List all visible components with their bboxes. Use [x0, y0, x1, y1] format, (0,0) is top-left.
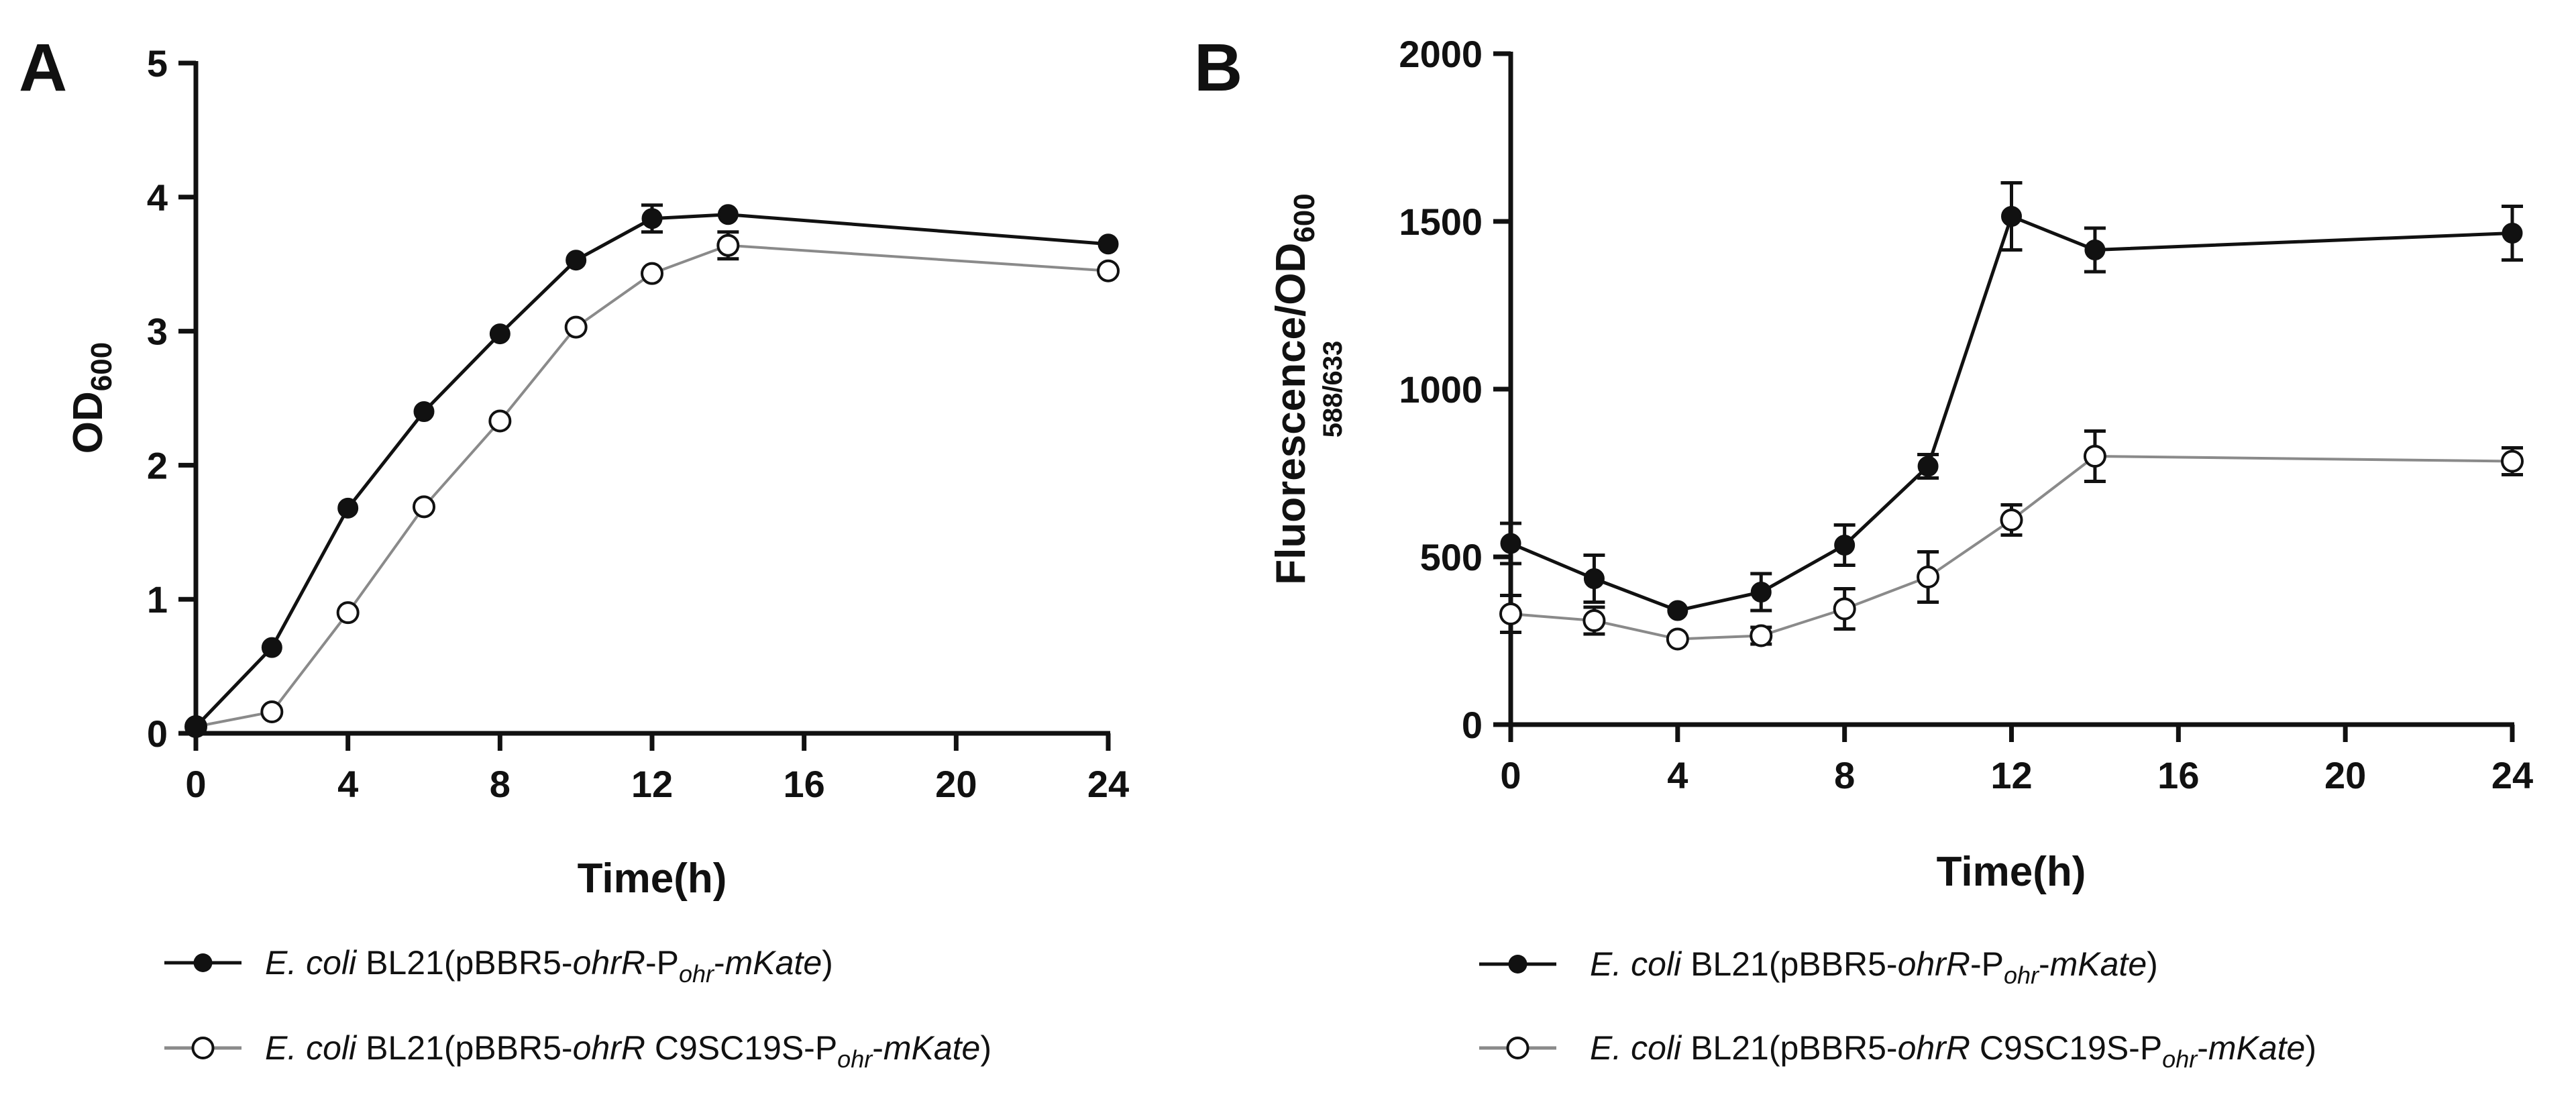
chart-b-series-2-point [1499, 602, 1522, 625]
chart-a-y-axis-title: OD600 [65, 342, 118, 454]
chart-b-x-tick-label: 0 [1500, 754, 1521, 796]
chart-b-x-tick-label: 24 [2491, 754, 2533, 796]
chart-a-x-tick-label: 0 [185, 763, 206, 805]
chart-b-series-1-point [2001, 206, 2022, 227]
chart-b-series-2-point [1666, 627, 1689, 651]
chart-b-legend-label-2: E. coli BL21(pBBR5-ohrR C9SC19S-Pohr-mKa… [1590, 1029, 2316, 1073]
chart-b-y-axis-title: Fluorescence/OD600 [1268, 193, 1321, 584]
chart-b-series-1-point [1667, 600, 1688, 621]
chart-b-x-tick-label: 12 [1990, 754, 2032, 796]
chart-a-series-2-line [195, 244, 1109, 728]
chart-a-series-1-point [566, 250, 587, 271]
chart-a-x-tick-label: 24 [1087, 763, 1129, 805]
chart-a-x-tick-label: 16 [784, 763, 825, 805]
chart-b-series-1-point [2502, 223, 2523, 244]
chart-a-series-1-point [717, 204, 739, 225]
chart-a-legend-label-2: E. coli BL21(pBBR5-ohrR C9SC19S-Pohr-mKa… [265, 1029, 991, 1073]
chart-b-y-tick-label: 1500 [1399, 201, 1483, 243]
chart-a-series-1-point [185, 716, 207, 737]
chart-a-legend-marker-1 [193, 953, 213, 972]
chart-b-x-tick-label: 4 [1667, 754, 1688, 796]
chart-a-y-tick-label: 5 [147, 42, 168, 85]
chart-a-y-tick-label: 2 [147, 444, 168, 486]
chart-b-series-1-point [1583, 568, 1605, 589]
chart-b-series-1-point [1750, 582, 1772, 602]
chart-b-legend-marker-1 [1508, 955, 1527, 974]
chart-b-series-2-point [1917, 566, 1940, 588]
chart-a-series-1-point [261, 637, 282, 658]
chart-b-series-1-point [1834, 535, 1856, 556]
chart-a-series-2-point [488, 409, 512, 433]
chart-a-x-tick-label: 12 [631, 763, 673, 805]
chart-b-y-tick-label: 500 [1420, 536, 1483, 578]
chart-b-group: 0 4 8 12 16 20 24 0 500 1000 1500 2000 Time(h) Fluore… [1268, 33, 2533, 1073]
chart-a-series-2-point [260, 700, 284, 724]
chart-a-y-tick-label: 1 [147, 578, 168, 621]
chart-a-series-2-point [1097, 259, 1120, 282]
chart-b-x-tick-label: 8 [1834, 754, 1855, 796]
chart-a-series-1-point [413, 401, 435, 422]
chart-a-y-tick-label: 4 [147, 176, 168, 219]
chart-b-y-axis-subtitle: 588/633 [1318, 341, 1348, 438]
chart-a-series-2-point [336, 601, 360, 625]
chart-b-y-tick-label: 1000 [1399, 368, 1483, 411]
chart-a-y-tick-label: 3 [147, 311, 168, 353]
chart-a-legend-marker-2 [191, 1037, 215, 1059]
chart-a-y-tick-label: 0 [147, 713, 168, 755]
chart-a-x-tick-label: 20 [935, 763, 977, 805]
chart-a-legend-label-1: E. coli BL21(pBBR5-ohrR-Pohr-mKate) [265, 944, 833, 988]
chart-b-series-2-point [1582, 609, 1606, 632]
chart-a-series-1-line [195, 213, 1109, 728]
chart-a-series-1-point [337, 497, 359, 519]
chart-b-legend-label-1: E. coli BL21(pBBR5-ohrR-Pohr-mKate) [1590, 945, 2158, 989]
chart-b-x-tick-label: 16 [2157, 754, 2199, 796]
panel-label-a: A [19, 30, 67, 105]
chart-b-series-2-point [1750, 624, 1773, 647]
chart-b-y-tick-label: 2000 [1399, 33, 1483, 75]
chart-b-series-2-point [2501, 450, 2524, 473]
chart-b-series-2-point [1833, 597, 1856, 621]
chart-b-legend-marker-2 [1506, 1037, 1529, 1059]
chart-a-series-2-point [716, 233, 740, 257]
chart-b-series-2-point [2083, 445, 2106, 468]
chart-a-x-tick-label: 8 [490, 763, 511, 805]
chart-b-series-1-point [1917, 456, 1939, 477]
chart-b-series-1-point [1500, 533, 1521, 554]
chart-a-series-2-point [564, 315, 588, 339]
chart-a-x-tick-label: 4 [337, 763, 358, 805]
panel-label-b: B [1194, 30, 1242, 105]
chart-a-series-1-point [1097, 233, 1119, 255]
chart-b-y-tick-label: 0 [1462, 704, 1483, 746]
chart-b-series-1-line [1510, 214, 2513, 613]
chart-a-series-2-point [641, 262, 663, 285]
chart-b-series-1-point [2084, 240, 2106, 260]
chart-a-series-2-point [413, 495, 435, 519]
chart-b-x-axis-title: Time(h) [1937, 849, 2086, 895]
chart-a-x-axis-title: Time(h) [578, 855, 727, 902]
chart-b-series-2-point [2000, 509, 2023, 531]
chart-b-series-2-line [1510, 454, 2513, 641]
chart-a-series-1-point [489, 323, 511, 345]
chart-a-series-1-point [641, 208, 663, 229]
chart-b-x-tick-label: 20 [2324, 754, 2366, 796]
